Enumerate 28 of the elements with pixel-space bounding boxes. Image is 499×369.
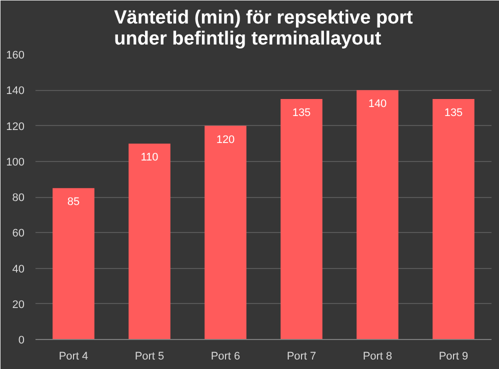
bar	[280, 99, 322, 340]
y-tick-label: 100	[6, 156, 25, 168]
x-tick-label: Port 8	[362, 350, 392, 362]
y-tick-label: 40	[12, 263, 25, 276]
bar	[356, 90, 398, 340]
x-tick-label: Port 4	[58, 350, 88, 362]
y-tick-label: 0	[18, 334, 25, 346]
data-label: 140	[368, 98, 387, 110]
x-tick-label: Port 5	[134, 350, 164, 362]
bar	[432, 99, 474, 340]
y-tick-label: 20	[12, 298, 25, 311]
bar	[204, 126, 246, 340]
y-tick-label: 60	[12, 228, 25, 240]
chart-title: Väntetid (min) för repsektive port under befintlig terminallayout	[114, 8, 414, 50]
bar	[128, 144, 170, 340]
x-tick-label: Port 7	[286, 350, 316, 362]
y-tick-label: 160	[6, 50, 25, 62]
data-label: 135	[292, 107, 311, 120]
y-tick-label: 80	[12, 192, 25, 204]
data-label: 110	[140, 152, 158, 164]
y-tick-label: 120	[6, 120, 25, 133]
data-label: 85	[67, 196, 80, 208]
data-label: 120	[216, 134, 235, 146]
x-tick-label: Port 6	[210, 350, 240, 362]
y-tick-label: 140	[6, 85, 25, 98]
x-tick-label: Port 9	[438, 350, 468, 362]
data-label: 135	[444, 107, 463, 120]
bar	[52, 188, 94, 340]
